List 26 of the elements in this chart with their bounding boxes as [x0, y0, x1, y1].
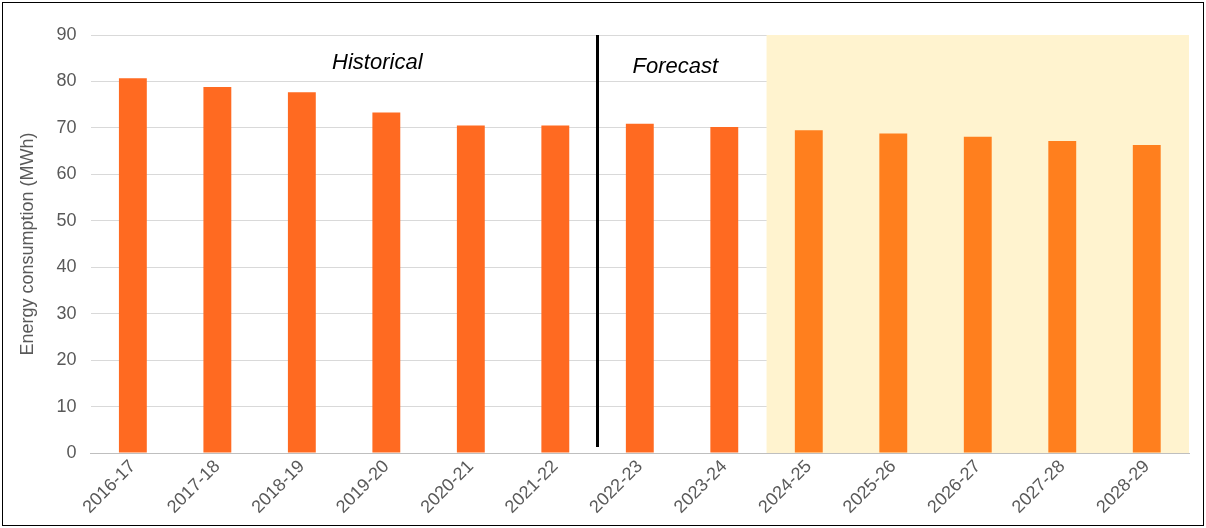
- bar: [625, 123, 654, 453]
- y-tick-label: 20: [56, 349, 77, 370]
- bar: [372, 112, 401, 453]
- y-tick-label: 10: [56, 395, 77, 416]
- bar: [1132, 145, 1161, 453]
- bar: [963, 136, 992, 453]
- y-tick-label: 80: [56, 70, 77, 91]
- bar: [1048, 140, 1077, 453]
- bar: [287, 92, 316, 453]
- y-tick-label: 0: [66, 441, 77, 462]
- y-tick-label: 30: [56, 302, 77, 323]
- bar: [456, 125, 485, 453]
- y-tick-label: 50: [56, 209, 77, 230]
- y-tick-label: 60: [56, 163, 77, 184]
- bar: [541, 125, 570, 453]
- y-tick-label: 70: [56, 116, 77, 137]
- bar: [710, 126, 739, 453]
- y-tick-label: 90: [56, 23, 77, 44]
- annotation: Historical: [332, 49, 424, 75]
- y-tick-label: 40: [56, 256, 77, 277]
- bar: [879, 133, 908, 453]
- bar: [118, 78, 147, 453]
- y-axis-title: Energy consumption (MWh): [16, 132, 37, 356]
- annotation: Forecast: [632, 53, 720, 79]
- bar: [203, 87, 232, 453]
- bar: [794, 130, 823, 453]
